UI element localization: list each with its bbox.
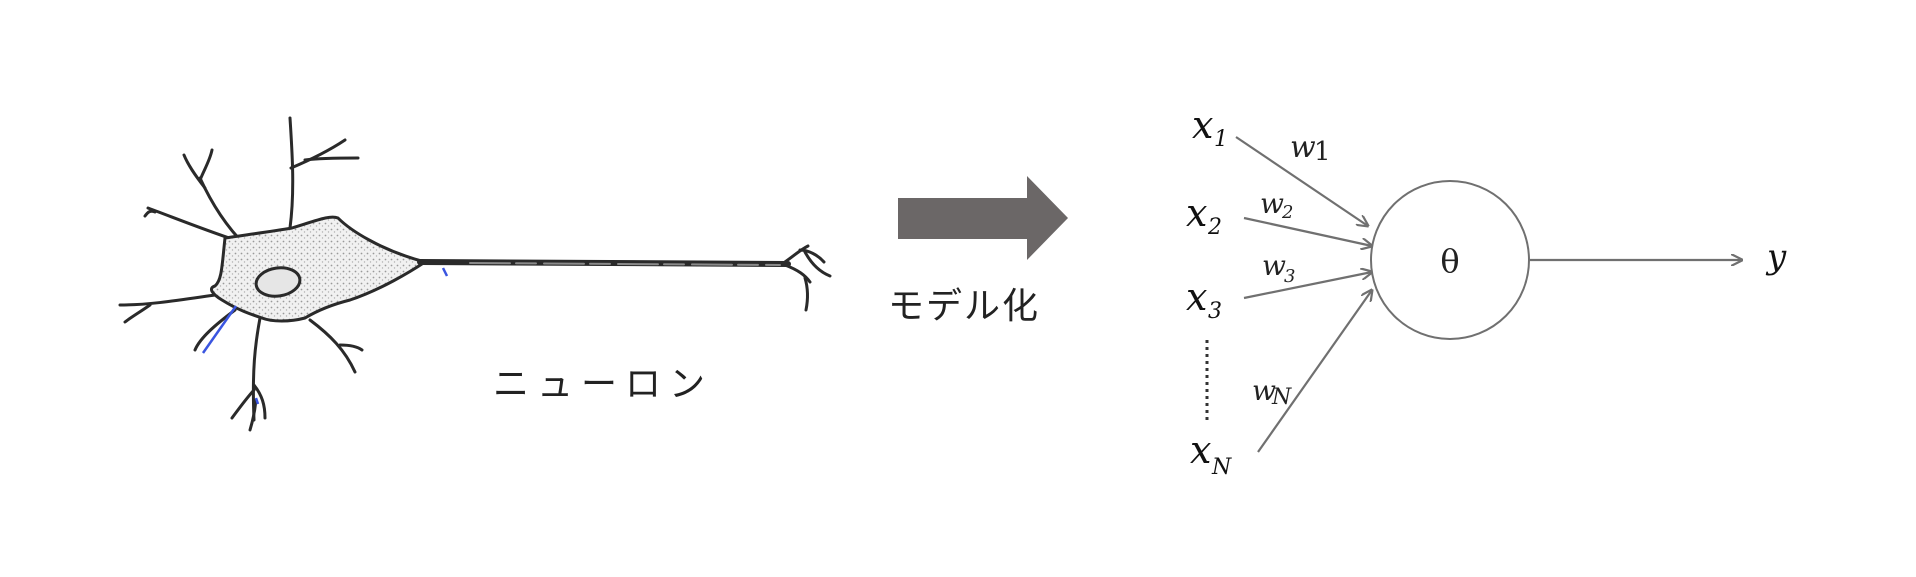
weight-sub: N [1271,385,1292,410]
axon [417,259,791,267]
input-var: x [1190,428,1211,472]
neuron-illustration [118,116,832,432]
weight-var: w [1252,374,1276,407]
input-var: x [1186,191,1207,235]
input-x3: x 3 [1186,275,1222,324]
weight-w3: w 3 [1262,249,1295,287]
input-sub: N [1211,455,1232,480]
input-sub: 2 [1207,215,1222,240]
weight-sub: 1 [1314,137,1331,167]
neuron-node [1370,180,1530,340]
nucleus [254,266,302,298]
input-sub: 1 [1214,127,1228,152]
weight-sub: 3 [1284,266,1295,287]
output-label: y [1765,237,1787,277]
soma [210,215,427,323]
weight-var: w [1290,130,1316,165]
weight-var: w [1260,187,1284,220]
weight-wN: w N [1252,374,1292,410]
modeling-arrow [898,176,1068,260]
blue-marks [201,267,449,405]
input-edges [1235,136,1372,453]
input-var: x [1192,103,1213,147]
input-xN: x N [1190,428,1232,480]
input-sub: 3 [1208,299,1222,324]
weight-sub: 2 [1281,202,1293,223]
perceptron-model: θ y x 1 x 2 x 3 x N w 1 w 2 w [1186,103,1787,480]
threshold-symbol: θ [1440,242,1459,280]
weight-var: w [1262,249,1286,282]
neuron-label: ニューロン [493,364,713,405]
weight-w2: w 2 [1260,187,1293,223]
modeling-label: モデル化 [888,286,1040,327]
input-x2: x 2 [1186,191,1222,240]
input-x1: x 1 [1192,103,1228,152]
weight-w1: w 1 [1290,130,1331,167]
input-var: x [1186,275,1207,319]
